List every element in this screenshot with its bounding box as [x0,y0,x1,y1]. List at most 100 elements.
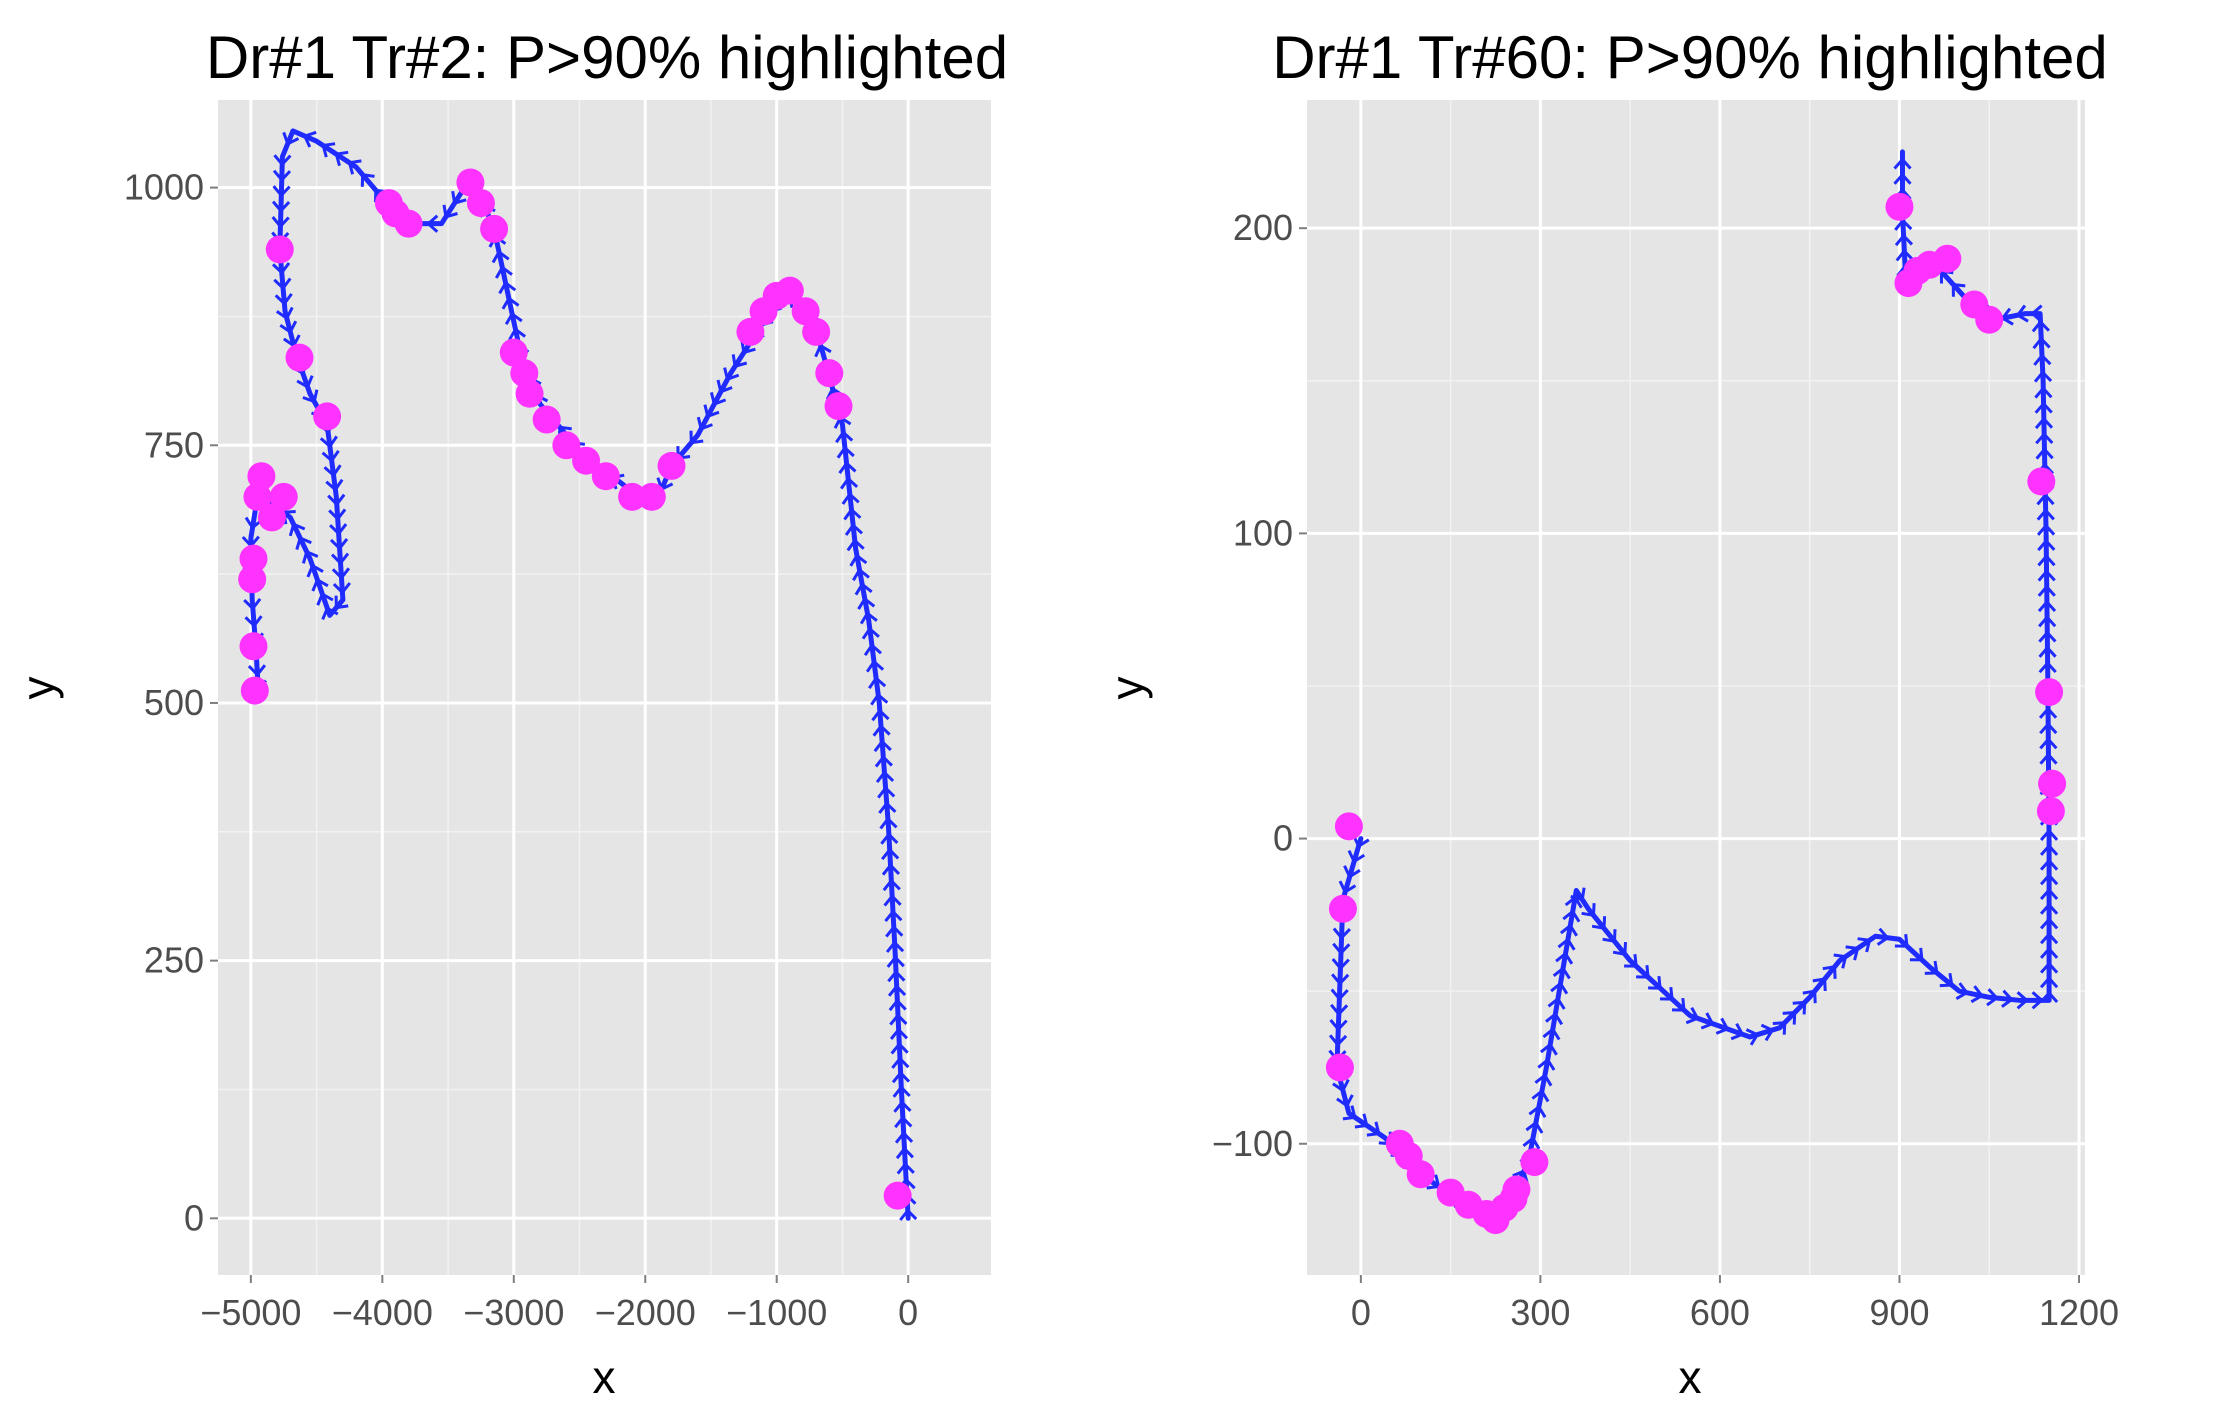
trajectory-arrowhead [1332,1078,1350,1093]
trajectory-arrowhead [881,863,901,876]
highlight-point [1325,1053,1354,1082]
highlight-point [749,297,778,326]
trajectory-arrowhead [1893,172,1912,185]
highlight-point [2036,797,2065,826]
trajectory-arrowhead [1822,965,1837,979]
highlight-point [802,317,831,346]
trajectory-arrowhead [1332,927,1351,941]
trajectory-arrowhead [1659,986,1674,1001]
trajectory-arrowhead [857,596,876,610]
highlight-point [572,446,601,475]
axes-right: 0 300 600 900 1200 −100 0 100 200 [1212,207,2119,1333]
trajectory-arrowhead [879,816,898,830]
grid-right [1307,100,2085,1275]
trajectory-arrowhead [1352,834,1370,849]
x-tick-label: −1000 [726,1292,827,1333]
x-tick-label: −3000 [463,1292,564,1333]
trajectory-arrowhead [844,522,864,536]
highlight-point [240,676,269,705]
highlight-point [499,338,528,367]
trajectory-arrowhead [2039,828,2059,841]
highlight-point [815,359,844,388]
trajectory-arrowhead [854,582,873,596]
trajectory-arrowhead [1332,942,1351,956]
trajectory-arrowhead [2039,990,2059,1003]
highlight-point [637,482,666,511]
trajectory-arrowhead [244,516,263,530]
trajectory-arrowhead [883,893,902,907]
trajectory-arrowhead [1955,982,1970,1000]
trajectory-arrowhead [868,675,887,690]
trajectory-arrowhead [451,190,467,206]
trajectory-arrowhead [243,597,262,611]
trajectory-arrowhead [1986,988,1999,1007]
trajectory-arrowhead [689,430,704,445]
trajectory-arrowhead [740,340,756,355]
x-tick-label: 0 [1351,1292,1371,1333]
trajectory-arrowhead [1924,960,1939,975]
trajectory-arrowhead [1534,1073,1553,1087]
y-tick-label: 500 [144,682,204,723]
trajectory-arrowhead [2034,416,2054,430]
trajectory-arrowhead [709,392,727,407]
x-tick-label: 0 [898,1292,918,1333]
trajectory-arrowhead [1894,233,1914,247]
trajectory-arrowhead [1782,1010,1797,1025]
highlight-point [1502,1175,1531,1204]
highlight-point [265,235,294,264]
highlight-point [791,297,820,326]
trajectory-arrowhead [2037,538,2056,552]
trajectory-arrowhead [873,739,892,753]
trajectory-arrowhead [2039,976,2059,989]
highlight-point [238,565,267,594]
trajectory-arrowhead [1894,218,1913,231]
trajectory-arrowhead [2038,645,2057,658]
trajectory-arrowhead [887,984,907,997]
trajectory-arrowhead [1612,942,1627,956]
trajectory-arrowhead [890,1041,909,1055]
trajectory-arrowhead [273,154,292,167]
trajectory-arrowhead [1354,1113,1369,1129]
trajectory-arrowhead [877,785,896,799]
trajectory-arrowhead [1970,985,1985,1004]
trajectory-arrowhead [272,169,292,183]
trajectory-arrowhead [2039,887,2059,900]
trajectory-arrowhead [887,969,906,983]
trajectory-arrowhead [1812,977,1827,992]
trajectory-arrowhead [2039,946,2059,959]
data-layer-left [238,128,918,1221]
y-tick-label: −100 [1212,1123,1293,1164]
trajectory-arrowhead [723,367,740,382]
trajectory-arrowhead [1730,1022,1745,1041]
trajectory-arrowhead [896,1161,915,1175]
highlight-point [883,1181,912,1210]
trajectory-arrowhead [334,150,349,167]
trajectory-arrowhead [836,445,855,459]
trajectory-arrowhead [271,216,290,229]
trajectory-arrowhead [321,449,340,463]
trajectory-arrowhead [2032,336,2051,350]
trajectory-arrowhead [814,343,832,358]
trajectory-arrowhead [2001,989,2014,1008]
x-tick-label: −2000 [595,1292,696,1333]
trajectory-arrowhead [275,306,294,321]
trajectory-arrowhead [893,1100,912,1113]
trajectory-arrowhead [347,159,362,175]
trajectory-arrowhead [1330,988,1349,1002]
y-tick-label: 200 [1233,207,1293,248]
trajectory-arrowhead [891,1056,910,1069]
trajectory-arrowhead [1591,916,1607,930]
highlight-point [257,503,286,532]
trajectory-arrowhead [889,1027,909,1040]
trajectory-arrowhead [892,1085,911,1098]
x-tick-label: −4000 [332,1292,433,1333]
trajectory-arrowhead [2039,752,2058,765]
y-tick-label: 0 [1273,818,1293,859]
trajectory-arrowhead [870,692,889,706]
trajectory-arrowhead [508,327,526,341]
trajectory-arrowhead [838,461,857,474]
trajectory-arrowhead [274,293,293,306]
trajectory-arrowhead [426,214,439,233]
trajectory-arrowhead [2016,991,2029,1010]
trajectory-arrowhead [894,1115,913,1129]
